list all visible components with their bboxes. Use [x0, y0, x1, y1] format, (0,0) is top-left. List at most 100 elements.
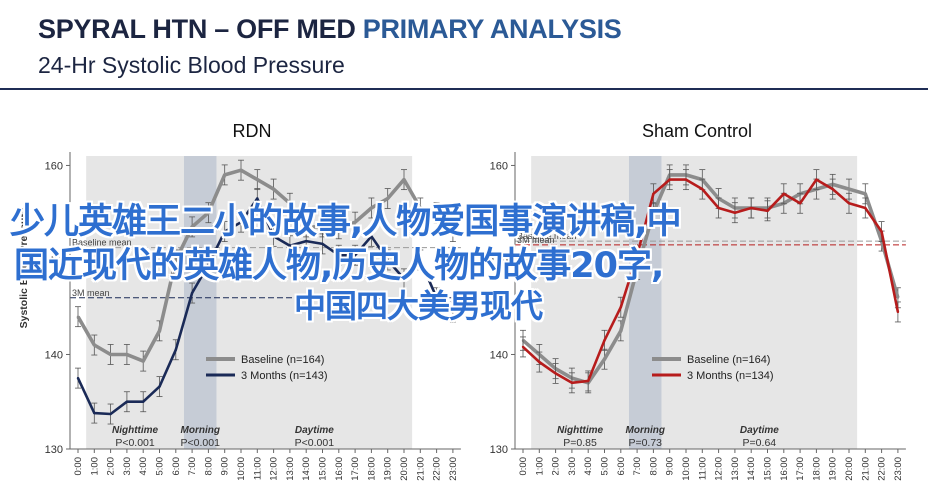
data-point	[635, 268, 639, 271]
x-tick-label: 10:00	[681, 457, 692, 481]
data-point	[603, 358, 606, 361]
data-point	[109, 412, 112, 416]
data-point	[321, 242, 324, 246]
x-tick-label: 18:00	[366, 457, 377, 481]
x-tick-label: 5:00	[600, 457, 611, 476]
data-point	[353, 254, 357, 257]
x-tick-label: 12:00	[269, 457, 280, 481]
page-title: SPYRAL HTN – OFF MED PRIMARY ANALYSIS	[38, 14, 622, 45]
legend-label: 3 Months (n=134)	[687, 370, 774, 382]
reference-line-label: Baseline mean	[72, 238, 132, 248]
overlay-text-line-1: 少儿英雄王二小的故事,人物爱国事演讲稿,中	[10, 202, 682, 242]
data-point	[370, 235, 373, 238]
data-point	[798, 202, 802, 205]
data-point	[223, 230, 226, 233]
data-point	[370, 206, 373, 210]
data-point	[353, 220, 357, 224]
series-line-1	[76, 197, 454, 416]
data-point	[288, 202, 292, 205]
data-point	[174, 258, 177, 262]
x-tick-label: 3:00	[122, 457, 133, 476]
data-point	[256, 178, 259, 181]
data-point	[733, 211, 737, 214]
x-tick-label: 6:00	[616, 457, 627, 476]
data-point	[635, 254, 639, 257]
period-name: Morning	[181, 425, 220, 436]
y-tick-label: 160	[45, 160, 63, 172]
data-point	[847, 187, 851, 191]
data-point	[419, 206, 422, 210]
y-tick-label: 130	[490, 444, 508, 456]
y-tick-label: 160	[490, 160, 508, 172]
x-tick-label: 4:00	[583, 457, 594, 476]
period-name: Nighttime	[112, 425, 159, 436]
period-p-value: P<0.001	[295, 437, 335, 449]
data-point	[435, 296, 438, 299]
data-point	[305, 225, 308, 229]
data-point	[223, 173, 226, 177]
data-point	[207, 211, 210, 214]
x-tick-label: 7:00	[187, 457, 198, 476]
data-point	[652, 192, 655, 196]
x-tick-label: 23:00	[893, 457, 904, 481]
data-point	[538, 360, 541, 364]
data-point	[896, 310, 900, 314]
data-point	[701, 187, 704, 191]
data-point	[668, 178, 671, 181]
x-tick-label: 20:00	[399, 457, 410, 481]
data-point	[554, 372, 557, 375]
x-tick-label: 15:00	[318, 457, 329, 481]
period-name: Morning	[626, 425, 665, 436]
data-point	[158, 385, 161, 388]
chart-panel-0: Baseline mean 3M mean 130 140 150 160 0:00 1:00…	[45, 121, 461, 481]
title-main: SPYRAL HTN – OFF MED	[38, 14, 363, 44]
x-tick-label: 9:00	[665, 457, 676, 476]
data-point	[402, 178, 406, 181]
data-point	[419, 258, 422, 262]
period-name: Nighttime	[557, 425, 604, 436]
period-p-value: P=0.73	[628, 437, 662, 449]
data-point	[717, 206, 720, 210]
data-point	[684, 178, 688, 181]
data-point	[587, 379, 590, 383]
data-point	[435, 211, 438, 214]
x-tick-label: 1:00	[534, 457, 545, 476]
x-tick-label: 5:00	[155, 457, 166, 476]
x-tick-label: 13:00	[285, 457, 296, 481]
data-point	[76, 315, 80, 318]
data-point	[321, 225, 324, 229]
x-tick-label: 20:00	[844, 457, 855, 481]
legend-label: Baseline (n=164)	[241, 354, 324, 366]
x-tick-label: 21:00	[415, 457, 426, 481]
data-point	[272, 187, 275, 191]
data-point	[93, 343, 96, 347]
x-tick-label: 13:00	[730, 457, 741, 481]
data-point	[896, 296, 900, 299]
data-point	[386, 258, 389, 262]
x-tick-label: 10:00	[236, 457, 247, 481]
x-tick-label: 16:00	[779, 457, 790, 481]
x-tick-label: 21:00	[860, 457, 871, 481]
data-point	[272, 235, 275, 238]
x-tick-label: 14:00	[746, 457, 757, 481]
chart-title: Sham Control	[642, 121, 752, 141]
period-p-value: P=0.64	[743, 437, 777, 449]
x-tick-label: 11:00	[252, 457, 263, 480]
series-line-1	[522, 178, 900, 385]
x-tick-label: 2:00	[106, 457, 117, 476]
period-p-value: P<0.001	[181, 437, 221, 449]
legend-label: Baseline (n=164)	[687, 354, 770, 366]
data-point	[782, 192, 785, 196]
data-point	[125, 400, 129, 403]
x-tick-label: 17:00	[350, 457, 361, 481]
data-point	[652, 211, 655, 214]
x-tick-label: 23:00	[448, 457, 459, 481]
reference-line-label: 3M mean	[72, 288, 110, 298]
y-tick-label: 130	[45, 444, 63, 456]
period-band-2	[661, 156, 858, 449]
x-tick-label: 9:00	[220, 457, 231, 476]
data-point	[158, 329, 161, 333]
x-tick-label: 17:00	[795, 457, 806, 481]
